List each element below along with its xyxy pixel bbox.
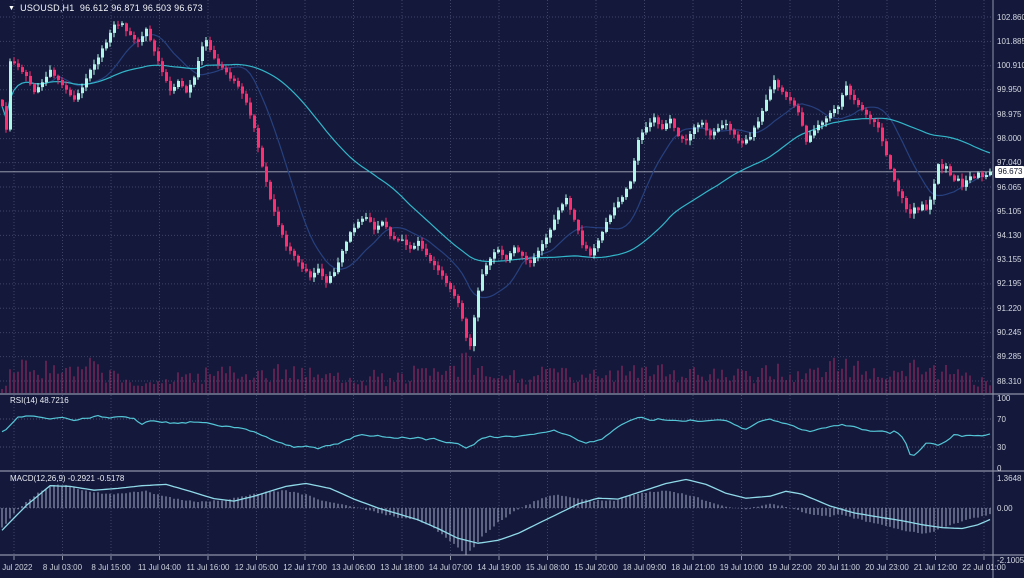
ma-fast-line [1, 33, 991, 299]
candles-layer [1, 20, 992, 352]
rsi-line [1, 415, 991, 456]
macd-signal-line [1, 478, 991, 544]
macd-histogram-layer [1, 484, 991, 555]
ma-slow-line [1, 63, 991, 263]
volume-layer [1, 352, 991, 393]
